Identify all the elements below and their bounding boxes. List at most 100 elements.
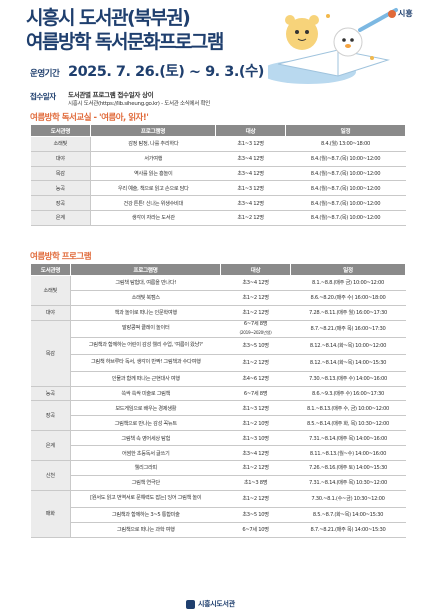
program-name-cell: [원서도 읽고 번역서로 문해력도 잡는] 잉어 그림책 놀이	[70, 490, 221, 508]
column-header: 일정	[290, 263, 406, 276]
program-name-cell: 쓱싹 쓱싹 미술로 그림책	[70, 386, 221, 402]
table-header-row: 도서관명 프로그램명 대상 일정	[30, 124, 406, 137]
program-name-cell: 웰리그라피	[70, 460, 221, 476]
period-value: 2025. 7. 26.(토) ~ 9. 3.(수)	[68, 64, 264, 80]
target-text: 초1~2 12명	[242, 496, 269, 503]
target-cell: 6~7세 10명	[220, 522, 291, 538]
table-row: 소래빛 북캠스 초1~2 12명 8.6.~8.20.(매주 수) 16:00~18…	[31, 290, 406, 306]
table-row: 은계 그림책 속 영어세상 탐험 초1~3 10명 7.31.~8.14.(매주 목)…	[30, 430, 406, 462]
target-cell: 초1~2 12명	[220, 305, 291, 321]
library-name-cell: 대야	[30, 151, 91, 167]
target-text: 초1~3 12명	[242, 405, 269, 412]
table-row: 그림책과 함께하는 3~5 통합미술 초3~5 10명 8.5.~8.7.(화~목)…	[31, 507, 406, 523]
library-name-cell: 목감	[30, 166, 91, 182]
schedule-cell: 8.6.~9.3.(매주 수) 16:00~17:30	[290, 386, 406, 402]
column-header: 도서관명	[30, 263, 71, 276]
table-row: 그림책으로 만나는 감성 꼭뉴트 초1~2 10명 8.5.~8.14.(매주 화,…	[31, 415, 406, 432]
schedule-cell: 8.12.~8.14.(화~목) 14:00~15:30	[290, 354, 406, 372]
library-name-cell: 은계	[30, 430, 71, 462]
table-row: 능곡 쓱싹 쓱싹 미술로 그림책 6~7세 8명 8.6.~9.3.(매주 수) 16…	[30, 386, 406, 402]
table-row: 소래빛 그림책 탐험대, 여름을 만나다! 초3~4 12명 8.1.~8.8.(매주…	[30, 275, 406, 306]
schedule-cell: 7.26.~8.16.(매주 토) 14:00~15:30	[290, 460, 406, 476]
target-cell: 초3~5 10명	[220, 507, 291, 523]
table-row: 목감 말랑콩떡 클레이 놀이터 6~7세 8명 (2019~2020년생) 8.7.~8…	[30, 320, 406, 387]
table-header-row: 도서관명 프로그램명 대상 일정	[30, 263, 406, 276]
table-row: 그림책 연극단 초1~3 8명 7.31.~8.14.(매주 목) 10:30~12…	[31, 475, 406, 491]
section-2-title: 여름방학 프로그램	[30, 252, 92, 262]
library-name-cell: 장곡	[30, 400, 71, 432]
target-text: 6~7세 8명	[243, 321, 268, 328]
program-name-cell: 생각이 자라는 도서관	[90, 210, 216, 226]
target-text: 초3~4 12명	[242, 450, 269, 457]
schedule-cell: 8.1.~8.8.(매주 금) 10:00~12:00	[290, 275, 406, 291]
target-text: 초1~2 12명	[242, 310, 269, 317]
schedule-cell: 8.4.(월)~8.7.(목) 10:00~12:00	[285, 151, 406, 167]
table-row: 능곡 우리 예술, 책으로 읽고 손으로 담다 초1~3 12명 8.4.(월)~8.…	[30, 180, 406, 197]
table-row: 대야 책과 놀이로 떠나는 인문학여행 초1~2 12명 7.28.~8.11.(매주…	[30, 305, 406, 321]
program-name-cell: 보드게임으로 배우는 경제생활	[70, 400, 221, 417]
schedule-cell: 8.11.~8.13.(월~수) 14:00~16:00	[290, 445, 406, 462]
table-row: 그림책으로 떠나는 과학 여행 6~7세 10명 8.7.~8.21.(매주 목) …	[31, 522, 406, 538]
program-name-cell: 그림책으로 떠나는 과학 여행	[70, 522, 221, 538]
table-row: 장곡 건강 튼튼! 신나는 위생수비대 초3~4 12명 8.4.(월)~8.7.(목…	[30, 195, 406, 211]
target-cell: 초1~2 12명	[220, 354, 291, 372]
program-name-cell: 그림책 연극단	[70, 475, 221, 491]
footer-logo: 시흥시도서관	[186, 599, 235, 609]
program-name-cell: 인물과 함께 떠나는 근현대사 여행	[70, 371, 221, 387]
target-cell: 초1~2 12명	[220, 290, 291, 306]
table-row: 대야 서가여행 초3~4 12명 8.4.(월)~8.7.(목) 10:00~12:0…	[30, 151, 406, 167]
table-row: 그림책과 함께하는 어린이 감성 웰리 수업, '여름이 왔냥?' 초3~5 10…	[31, 337, 406, 355]
schedule-cell: 8.4.(월) 13:00~18:00	[285, 136, 406, 152]
schedule-cell: 8.4.(월)~8.7.(목) 10:00~12:00	[285, 180, 406, 197]
table-row: 인물과 함께 떠나는 근현대사 여행 초4~6 12명 7.30.~8.13.(매주…	[31, 371, 406, 387]
target-cell: 6~7세 8명	[220, 386, 291, 402]
target-cell: 초1~2 12명	[220, 490, 291, 508]
target-cell: 초3~4 12명	[220, 275, 291, 291]
library-name-cell: 소래빛	[30, 136, 91, 152]
program-name-cell: 감정 탐정, 나를 추리하다	[90, 136, 216, 152]
reading-class-table: 도서관명 프로그램명 대상 일정 소래빛 감정 탐정, 나를 추리하다 초1~3 12명 8…	[30, 124, 406, 226]
library-name-cell: 목감	[30, 320, 71, 387]
target-text: 초1~3 8명	[243, 480, 268, 487]
program-name-cell: 책과 놀이로 떠나는 인문학여행	[70, 305, 221, 321]
target-cell: 초1~3 12명	[215, 180, 286, 197]
library-name-cell: 능곡	[30, 386, 71, 402]
city-logo-mark	[388, 9, 396, 18]
target-cell: 초1~2 10명	[220, 415, 291, 432]
city-logo-text: 시흥	[398, 9, 413, 18]
summer-program-table: 도서관명 프로그램명 대상 일정 소래빛 그림책 탐험대, 여름을 만나다! 초3~4 1…	[30, 263, 406, 538]
target-cell: 초3~4 12명	[220, 445, 291, 462]
target-cell: 초1~3 12명	[215, 136, 286, 152]
target-text: 초1~2 10명	[242, 420, 269, 427]
city-logo: 시흥	[388, 8, 413, 19]
schedule-cell: 7.31.~8.14.(매주 목) 14:00~16:00	[290, 430, 406, 447]
program-name-cell: 역사를 읽는 흥놀이	[90, 166, 216, 182]
column-header: 도서관명	[30, 124, 91, 137]
table-row: 소래빛 감정 탐정, 나를 추리하다 초1~3 12명 8.4.(월) 13:00~1…	[30, 136, 406, 152]
column-header: 프로그램명	[90, 124, 216, 137]
target-note: (2019~2020년생)	[239, 329, 272, 335]
target-text: 6~7세 8명	[243, 391, 268, 397]
target-cell: 초4~6 12명	[220, 371, 291, 387]
target-cell: 초3~4 12명	[215, 166, 286, 182]
program-name-cell: 서가여행	[90, 151, 216, 167]
schedule-cell: 7.28.~8.11.(매주 월) 16:00~17:30	[290, 305, 406, 321]
schedule-cell: 7.31.~8.14.(매주 목) 10:30~12:00	[290, 475, 406, 491]
library-name-cell: 신천	[30, 460, 71, 491]
target-text: 초1~2 12명	[242, 465, 269, 472]
column-header: 대상	[220, 263, 291, 276]
table-row: 그림책 하브루타 독서, 생각이 반짝! 그림책과 수다여행 초1~2 12명 8.…	[31, 354, 406, 372]
period-label: 운영기간	[30, 69, 60, 79]
apply-line-1: 도서관별 프로그램 접수일자 상이	[68, 91, 154, 99]
schedule-cell: 8.4.(월)~8.7.(목) 10:00~12:00	[285, 195, 406, 211]
program-name-cell: 그림책 속 영어세상 탐험	[70, 430, 221, 447]
target-cell: 초1~2 12명	[220, 460, 291, 476]
program-name-cell: 그림책과 함께하는 3~5 통합미술	[70, 507, 221, 523]
library-name-cell: 은계	[30, 210, 91, 226]
schedule-cell: 8.1.~8.13.(매주 수, 금) 10:00~12:00	[290, 400, 406, 417]
library-name-cell: 소래빛	[30, 275, 71, 306]
table-row: 장곡 보드게임으로 배우는 경제생활 초1~3 12명 8.1.~8.13.(매주 수…	[30, 400, 406, 432]
program-name-cell: 그림책으로 만나는 감성 꼭뉴트	[70, 415, 221, 432]
mascot-illustration	[268, 8, 398, 84]
